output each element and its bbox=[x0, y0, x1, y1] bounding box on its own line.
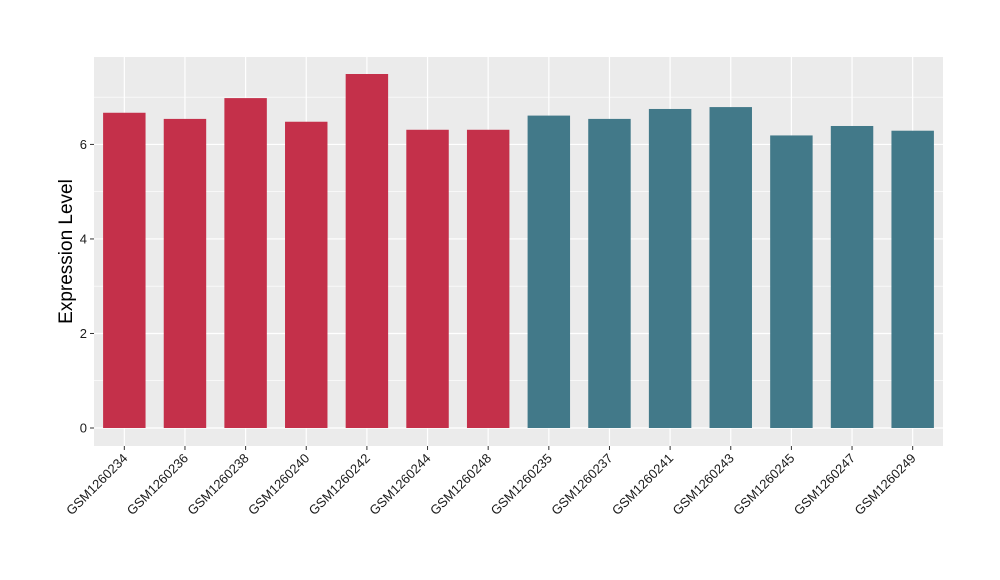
plot-panel bbox=[94, 57, 943, 446]
x-tick-label: GSM1260242 bbox=[306, 451, 373, 518]
x-tick-label: GSM1260248 bbox=[427, 451, 494, 518]
bar-GSM1260238 bbox=[224, 98, 267, 429]
y-axis: 0 2 4 6 bbox=[80, 137, 94, 436]
x-tick-label: GSM1260234 bbox=[63, 451, 130, 518]
bar-GSM1260241 bbox=[648, 108, 692, 428]
x-tick-label: GSM1260235 bbox=[488, 451, 555, 518]
bar-GSM1260245 bbox=[770, 135, 813, 428]
y-tick-label: 0 bbox=[80, 421, 87, 436]
x-tick-label: GSM1260238 bbox=[184, 451, 251, 518]
bar-GSM1260236 bbox=[163, 118, 207, 428]
bar-GSM1260235 bbox=[527, 115, 571, 428]
x-tick-label: GSM1260237 bbox=[548, 451, 615, 518]
y-tick-label: 4 bbox=[80, 231, 87, 246]
bar-GSM1260240 bbox=[285, 121, 328, 428]
x-tick-label: GSM1260244 bbox=[366, 451, 433, 518]
y-tick-label: 2 bbox=[80, 326, 87, 341]
x-tick-label: GSM1260236 bbox=[124, 451, 191, 518]
x-axis: GSM1260234GSM1260236GSM1260238GSM1260240… bbox=[63, 446, 919, 518]
x-tick-label: GSM1260240 bbox=[245, 451, 312, 518]
bar-GSM1260248 bbox=[466, 129, 510, 428]
bar-GSM1260237 bbox=[588, 118, 631, 428]
bars bbox=[103, 74, 934, 429]
bar-GSM1260243 bbox=[709, 107, 752, 429]
bar-GSM1260244 bbox=[406, 129, 449, 428]
x-tick-label: GSM1260245 bbox=[730, 451, 797, 518]
x-tick-label: GSM1260249 bbox=[851, 451, 918, 518]
x-tick-label: GSM1260243 bbox=[670, 451, 737, 518]
bar-GSM1260249 bbox=[891, 130, 934, 428]
bar-GSM1260242 bbox=[345, 74, 389, 428]
x-tick-label: GSM1260247 bbox=[791, 451, 858, 518]
bar-GSM1260247 bbox=[830, 125, 874, 428]
y-axis-title: Expression Level bbox=[56, 179, 77, 324]
x-tick-label: GSM1260241 bbox=[609, 451, 676, 518]
bar-GSM1260234 bbox=[103, 112, 146, 428]
y-tick-label: 6 bbox=[80, 137, 87, 152]
